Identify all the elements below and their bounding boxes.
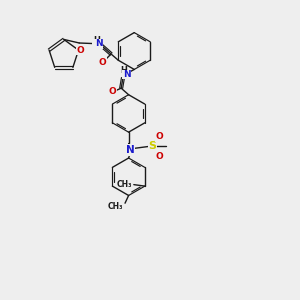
Text: N: N — [123, 70, 130, 79]
Text: H: H — [120, 66, 127, 75]
Text: O: O — [76, 46, 84, 55]
Text: CH₃: CH₃ — [107, 202, 123, 211]
Text: CH₃: CH₃ — [117, 180, 132, 189]
Text: N: N — [95, 39, 102, 48]
Text: S: S — [148, 141, 156, 152]
Text: H: H — [93, 35, 100, 44]
Text: O: O — [109, 87, 117, 96]
Text: O: O — [99, 58, 106, 67]
Text: N: N — [126, 145, 134, 155]
Text: O: O — [155, 132, 163, 141]
Text: O: O — [155, 152, 163, 161]
